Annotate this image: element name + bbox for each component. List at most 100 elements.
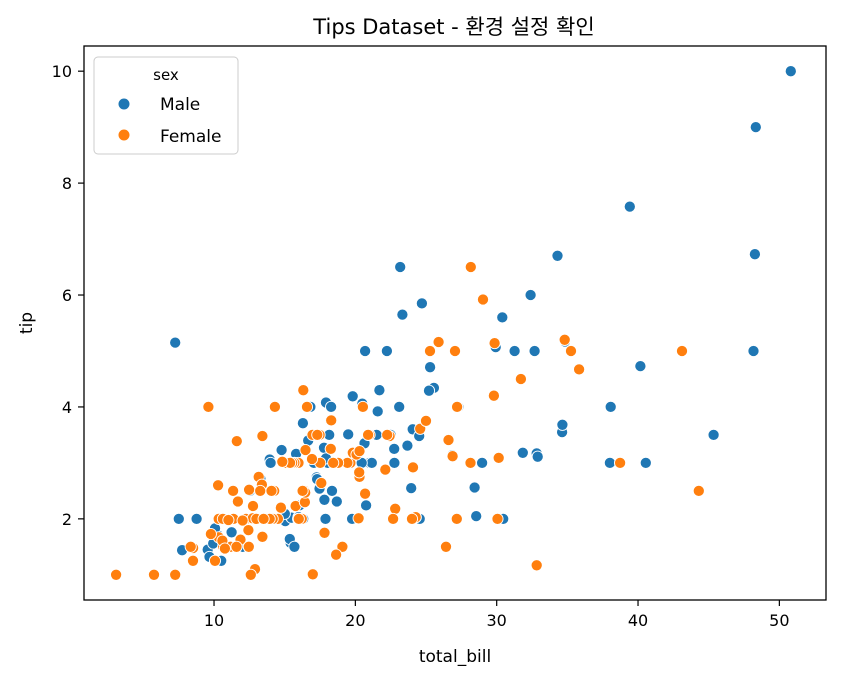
data-point-male-128 [476,456,489,469]
legend-marker-male [117,97,131,111]
data-point-male-65 [169,336,182,349]
data-point-female-72 [230,540,243,553]
data-point-female-94 [218,542,231,555]
data-point-female-42 [184,540,197,553]
legend-label-female: Female [160,127,221,147]
data-point-female-93 [230,435,243,448]
data-point-female-124 [327,456,340,469]
data-point-male-121 [528,344,541,358]
data-point-male-4 [190,512,203,525]
data-point-female-98 [530,559,543,572]
data-point-male-132 [388,442,401,455]
y-axis-label: tip [17,312,37,334]
data-point-female-67 [432,335,445,349]
data-point-female-100 [476,293,490,306]
data-point-male-62 [422,384,436,397]
data-point-male-12 [296,417,309,430]
data-point-female-21 [256,530,269,543]
data-point-female-114 [236,514,249,527]
data-point-male-26 [330,495,343,508]
data-point-male-138 [393,400,406,413]
data-point-female-97 [244,568,257,581]
data-point-male-64 [264,456,277,469]
data-point-female-69 [464,260,477,274]
data-point-male-168 [346,390,359,403]
data-point-male-36 [470,510,483,523]
data-point-male-103 [172,512,185,525]
data-point-female-30 [336,540,349,553]
data-point-male-7 [275,443,288,457]
data-point-female-90 [379,463,392,476]
data-point-female-35 [186,554,200,567]
data-point-male-134 [359,344,372,358]
data-point-female-130 [451,400,464,413]
legend-box [93,56,239,155]
data-point-female-84 [514,372,527,386]
data-point-female-65 [246,499,260,513]
data-point-female-117 [204,527,217,541]
data-point-male-145 [516,446,529,459]
legend: sex Male Female [93,56,239,155]
data-point-female-96 [208,554,222,567]
data-point-female-116 [292,512,305,525]
data-point-male-151 [556,418,569,431]
data-point-male-84 [551,249,564,262]
data-point-male-67 [225,526,238,539]
ticks-layer: 10 20 30 40 50 2 4 6 8 10 [52,62,790,630]
data-point-female-120 [305,452,319,466]
data-point-female-29 [389,502,402,515]
data-point-female-123 [419,414,433,427]
x-axis-label: total_bill [419,647,491,667]
data-point-female-106 [147,568,161,581]
data-point-female-113 [352,512,365,525]
data-point-female-63 [614,456,627,469]
y-tick-label-6: 6 [62,286,72,305]
data-point-female-103 [318,526,331,539]
data-point-female-88 [268,400,281,413]
data-point-female-43 [330,548,343,561]
data-point-female-18 [242,524,255,537]
data-point-male-20 [373,384,386,397]
data-point-male-153 [707,428,720,441]
data-point-male-83 [468,481,481,494]
data-point-female-61 [299,443,312,457]
data-point-female-101 [450,512,463,525]
data-point-female-110 [227,484,240,497]
data-point-male-2 [401,439,414,452]
data-point-female-128 [362,428,375,441]
y-tick-label-4: 4 [62,398,72,417]
legend-label-male: Male [160,95,200,115]
data-point-female-83 [169,568,182,581]
data-point-male-125 [325,400,338,413]
data-point-female-78 [325,414,338,427]
data-point-male-126 [415,297,428,310]
data-point-female-25 [487,389,500,402]
data-point-male-116 [388,456,401,469]
points-layer [110,65,797,581]
chart-title: Tips Dataset - 환경 설정 확인 [312,15,594,39]
data-point-female-119 [311,428,324,441]
data-point-male-15 [623,200,636,213]
data-point-female-12 [212,479,225,492]
data-point-male-42 [604,400,617,413]
data-point-female-10 [359,487,372,500]
data-point-male-155 [634,360,647,373]
data-point-male-22 [325,484,339,497]
data-point-male-17 [318,493,331,506]
data-point-male-3 [424,361,437,374]
plot-area-frame [83,45,827,601]
data-point-male-133 [639,456,652,469]
data-point-female-105 [692,484,705,497]
data-point-male-50 [747,344,760,358]
data-point-female-131 [353,445,366,458]
data-point-male-92 [749,121,762,134]
x-tick-label-10: 10 [204,611,224,630]
y-tick-label-10: 10 [52,62,72,81]
data-point-male-34 [380,344,393,358]
data-point-female-79 [315,476,328,490]
data-point-female-125 [446,450,459,463]
data-point-male-66 [603,456,616,469]
data-point-male-147 [531,450,544,463]
data-point-female-2 [564,344,578,358]
data-point-female-24 [243,483,256,496]
